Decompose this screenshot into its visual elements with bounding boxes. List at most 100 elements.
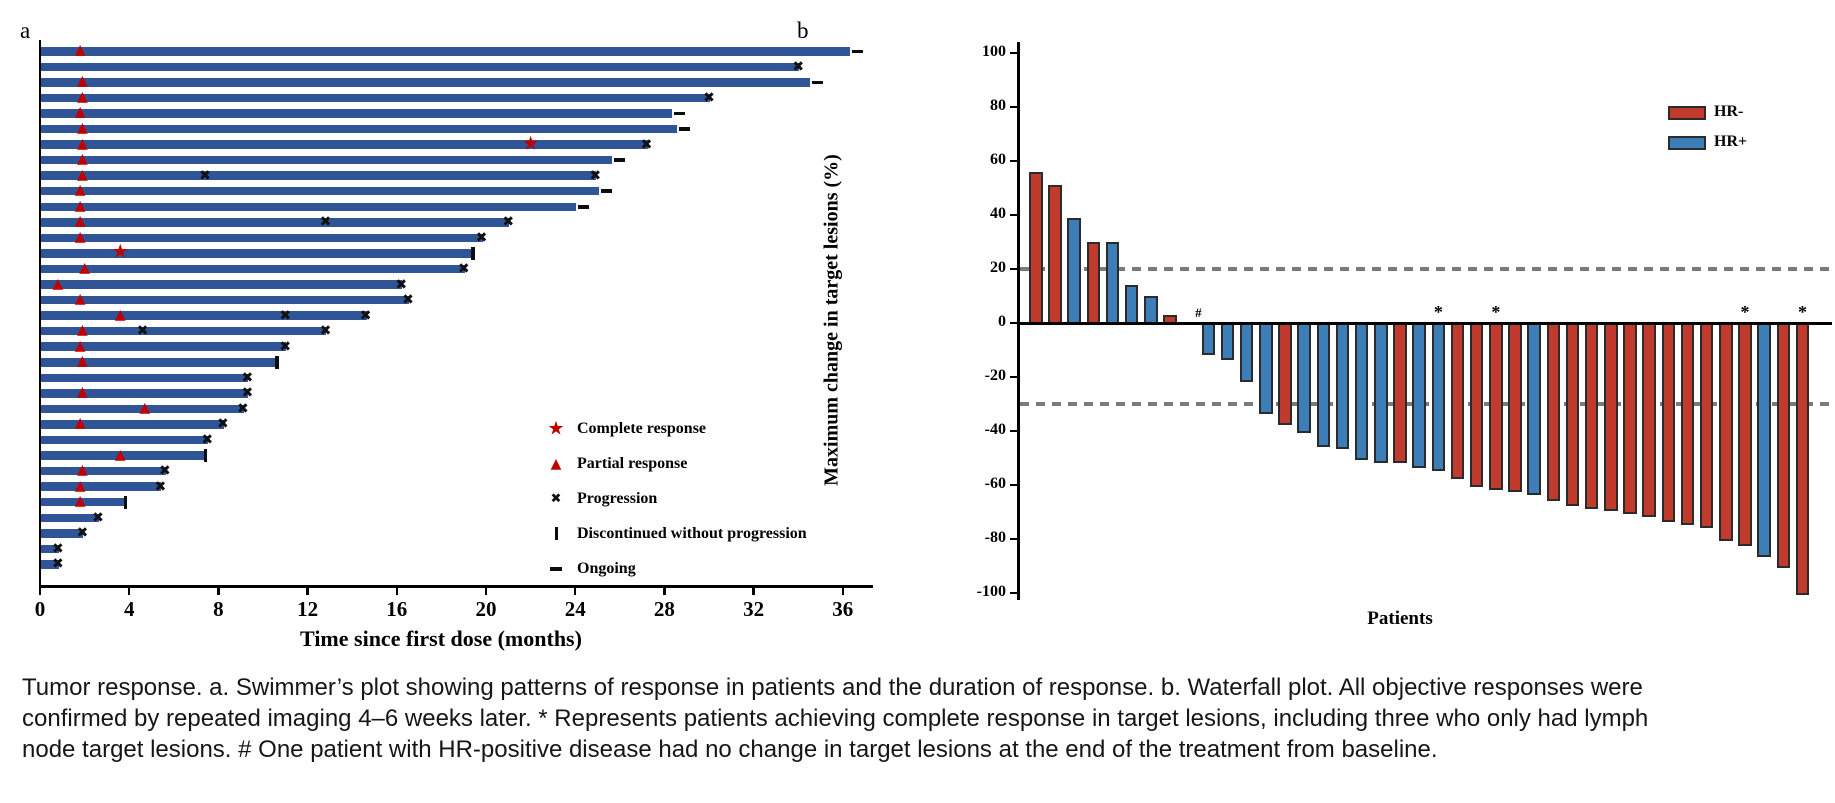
swimmer-x-tick-label: 28 [653,597,675,621]
swimmer-bar [41,233,483,243]
discontinued-marker [123,495,127,509]
swimmer-x-tick-label: 8 [213,597,224,621]
waterfall-y-tick [1010,105,1017,109]
partial-response-marker: ▲ [139,400,151,417]
waterfall-y-tick [1010,591,1017,595]
swimmer-bar [41,295,409,305]
ongoing-marker [812,80,824,85]
discontinued-marker [471,246,475,260]
ongoing-marker [674,111,686,116]
partial-response-marker: ▲ [79,260,90,277]
waterfall-bar [1239,323,1254,382]
waterfall-bar [1297,323,1311,433]
reference-dashed-line [1020,402,1833,406]
waterfall-y-tick [1010,321,1017,325]
waterfall-bar [1354,323,1369,460]
swimmer-bar [41,373,249,383]
waterfall-bar [1029,171,1043,325]
waterfall-bar [1278,323,1292,425]
swimmer-bar [41,109,673,118]
waterfall-y-tick-label: -60 [984,475,1006,492]
progression-x-marker: ✖ [457,260,470,277]
waterfall-bar [1393,323,1407,463]
waterfall-bar [1699,323,1714,528]
waterfall-bar [1201,323,1216,355]
discontinued-marker [275,355,279,369]
swimmer-x-tick [663,587,666,595]
progression-x-marker: ✖ [216,416,229,433]
swimmer-bar [41,513,99,522]
swimmer-x-tick-label: 36 [832,597,854,621]
progression-x-marker: ✖ [589,167,602,184]
waterfall-y-tick [1010,429,1017,433]
waterfall-bar [1316,323,1331,447]
waterfall-legend-swatch [1668,136,1706,150]
waterfall-bar [1508,323,1522,493]
swimmer-y-axis-line [38,40,41,587]
progression-x-marker: ✖ [76,525,89,542]
swimmer-x-tick [573,587,577,595]
legend-item-label: Discontinued without progression [577,525,807,542]
waterfall-y-tick [1010,213,1017,217]
waterfall-y-tick [1010,375,1017,379]
progression-x-marker: ✖ [241,385,254,402]
partial-response-marker: ▲ [74,213,86,230]
waterfall-bar [1527,323,1541,496]
swimmer-x-tick [127,587,131,595]
swimmer-x-tick [217,587,220,595]
partial-response-marker: ▲ [76,322,88,339]
waterfall-y-tick-label: 0 [998,313,1006,330]
swimmer-x-tick [752,587,755,595]
swimmer-x-axis-title: Time since first dose (months) [300,626,582,651]
swimmer-bar [41,249,472,258]
progression-x-marker: ✖ [359,307,372,324]
swimmer-bar [41,311,367,320]
swimmer-x-tick [395,587,399,595]
legend-partial-response-icon: ▲ [550,456,562,472]
waterfall-bar [1604,323,1618,512]
waterfall-legend-label: HR- [1714,103,1744,120]
swimmer-x-tick-label: 32 [743,597,765,621]
swimmer-bar [41,497,124,507]
partial-response-marker: ▲ [74,104,86,121]
progression-x-marker: ✖ [154,478,167,495]
partial-response-marker: ▲ [76,89,88,106]
partial-response-marker: ▲ [76,166,88,183]
progression-x-marker: ✖ [502,214,515,231]
waterfall-legend-label: HR+ [1714,133,1748,150]
swimmer-bar [41,264,465,274]
swimmer-bar [41,124,677,134]
progression-x-marker: ✖ [319,214,332,231]
swimmer-x-tick [484,587,488,595]
swimmer-bar [41,47,851,56]
waterfall-y-tick-label: 60 [990,151,1006,168]
waterfall-bar [1489,323,1503,490]
partial-response-marker: ▲ [74,337,86,354]
ongoing-marker [852,49,864,53]
swimmer-bar [41,218,510,227]
waterfall-bar [1450,323,1465,479]
waterfall-bar [1431,323,1446,471]
panel-b-label: b [797,18,809,43]
waterfall-bar [1565,323,1580,506]
caption-line-1: Tumor response. a. Swimmer’s plot showin… [22,674,1643,701]
swimmer-x-tick [306,587,309,595]
progression-x-marker: ✖ [136,323,149,340]
waterfall-plot: # * * * * 100 80 60 40 20 0 -20 -40 -60 -80 -100 HR- HR+ [976,42,1833,600]
complete-response-marker: ★ [522,132,540,155]
swimmer-x-tick-label: 4 [123,597,135,621]
waterfall-y-axis-line [1017,42,1020,600]
partial-response-marker: ▲ [74,477,86,494]
swimmer-bar [41,280,403,289]
progression-x-marker: ✖ [51,540,64,557]
progression-x-marker: ✖ [279,338,292,355]
complete-response-asterisk: * [1433,302,1443,322]
partial-response-marker: ▲ [74,291,86,308]
waterfall-bar [1124,285,1139,325]
waterfall-y-tick-label: -80 [984,529,1006,546]
waterfall-bar [1642,323,1656,517]
waterfall-bar [1795,323,1810,595]
waterfall-y-tick-label: -100 [976,583,1006,600]
partial-response-marker: ▲ [74,197,86,214]
